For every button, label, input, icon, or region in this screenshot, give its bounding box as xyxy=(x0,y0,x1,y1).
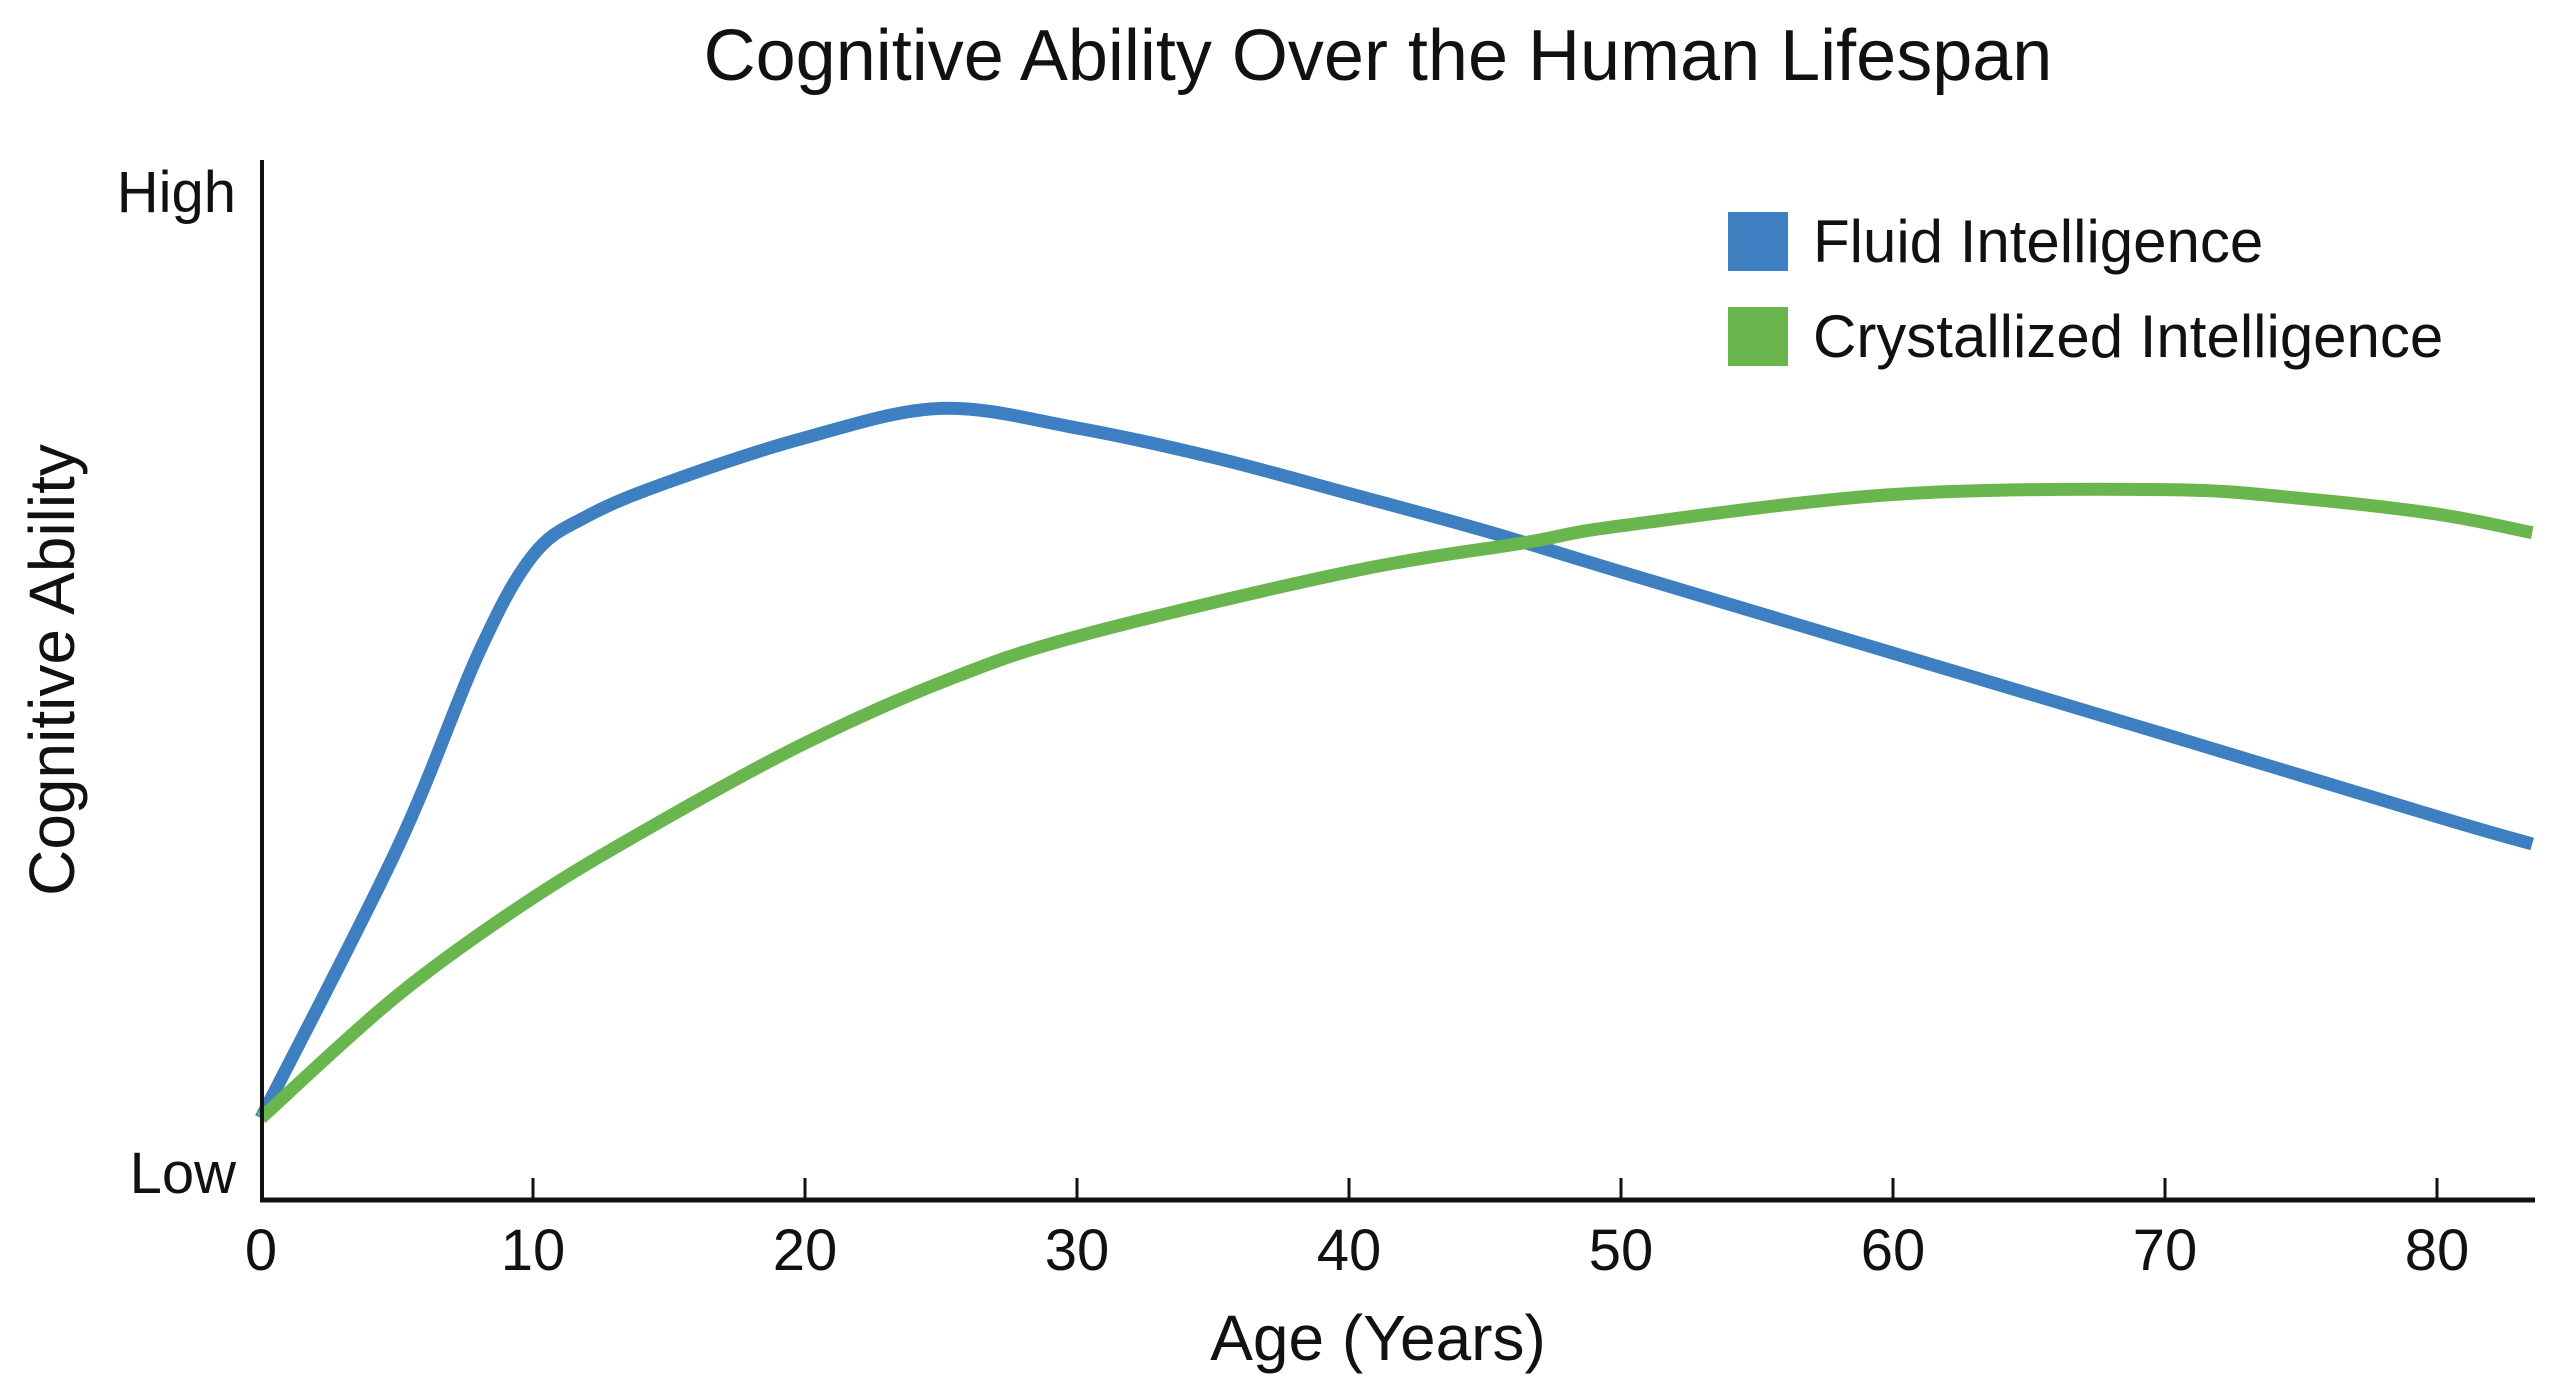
x-tick-label: 40 xyxy=(1317,1218,1382,1283)
x-tick-label: 60 xyxy=(1861,1218,1926,1283)
x-axis-label: Age (Years) xyxy=(1210,1302,1546,1374)
legend: Fluid Intelligence Crystallized Intellig… xyxy=(1728,208,2443,370)
fluid-intelligence-line xyxy=(255,401,2534,1122)
legend-label-fluid: Fluid Intelligence xyxy=(1813,208,2263,275)
legend-swatch-crystallized xyxy=(1728,307,1788,366)
legend-swatch-fluid xyxy=(1728,212,1788,271)
series-layer xyxy=(255,401,2534,1123)
x-tick-label: 80 xyxy=(2405,1218,2470,1283)
x-tick-label: 10 xyxy=(501,1218,566,1283)
y-tick-label-high: High xyxy=(117,160,236,225)
x-tick-label: 50 xyxy=(1589,1218,1654,1283)
x-tick-label: 30 xyxy=(1045,1218,1110,1283)
x-tick-label: 20 xyxy=(773,1218,838,1283)
y-tick-label-low: Low xyxy=(130,1141,238,1206)
ticks-layer: 0 10 20 30 40 50 60 70 80 xyxy=(245,1178,2469,1283)
legend-label-crystallized: Crystallized Intelligence xyxy=(1813,303,2443,370)
x-tick-label: 70 xyxy=(2133,1218,2198,1283)
chart-title: Cognitive Ability Over the Human Lifespa… xyxy=(704,16,2053,96)
y-axis-label: Cognitive Ability xyxy=(16,444,88,896)
crystallized-intelligence-line xyxy=(256,482,2534,1123)
x-tick-label: 0 xyxy=(245,1218,277,1283)
